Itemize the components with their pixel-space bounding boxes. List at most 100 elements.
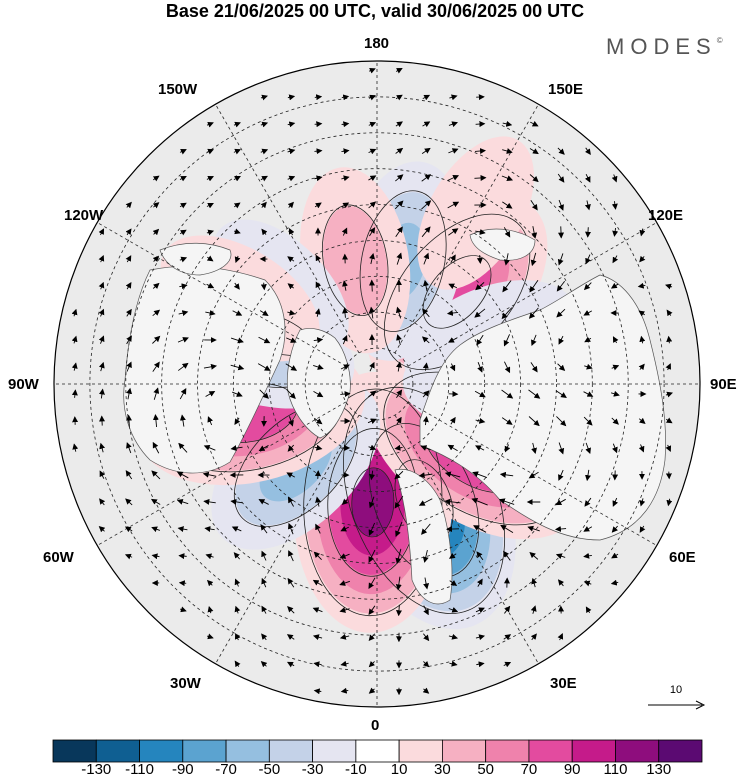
wind-vector-76: [611, 201, 618, 210]
wind-vector-402: [339, 633, 350, 640]
wind-vector-69: [421, 200, 432, 210]
wind-vector-84: [289, 228, 295, 236]
wind-vector-325: [151, 526, 161, 533]
wind-vector-172: [286, 337, 297, 343]
wind-vector-397: [207, 633, 214, 640]
wind-vector-133: [475, 282, 485, 291]
wind-vector-226: [501, 389, 514, 399]
wind-vector-405: [423, 633, 430, 642]
wind-vector-197: [340, 364, 350, 370]
anomaly-1-contour-2: [351, 467, 395, 538]
wind-vector-264: [287, 444, 295, 452]
wind-vector-27: [260, 148, 269, 155]
wind-vector-320: [612, 497, 619, 507]
wind-vector-410: [557, 633, 564, 641]
wind-vector-74: [558, 199, 564, 211]
wind-vector-280: [125, 470, 133, 480]
wind-vector-99: [125, 255, 132, 263]
anomaly-3-contour-0: [233, 403, 358, 528]
wind-vector-396: [585, 606, 592, 614]
wind-vector-0: [368, 67, 376, 74]
anomaly-6-contour-1: [422, 255, 492, 329]
wind-vector-67: [368, 201, 377, 209]
wind-vector-144: [152, 309, 161, 317]
wind-vector-194: [257, 363, 271, 371]
lon-label-90w: 90W: [8, 376, 39, 393]
colorbar-tick-label: 70: [520, 761, 538, 778]
wind-vector-290: [394, 470, 404, 480]
wind-vector-157: [501, 307, 513, 320]
wind-vector-60: [179, 202, 187, 209]
wind-vector-249: [501, 417, 513, 425]
wind-vector-386: [312, 607, 323, 613]
wind-vector-414: [313, 661, 322, 668]
wind-vector-80: [179, 229, 187, 236]
wind-vector-34: [448, 148, 459, 154]
wind-vector-155: [446, 310, 459, 316]
wind-vector-360: [555, 553, 566, 560]
wind-vector-236: [152, 414, 159, 428]
colorbar-swatch-6: [312, 739, 357, 763]
wind-vector-33: [421, 147, 431, 154]
wind-vector-239: [234, 417, 241, 426]
wind-vector-223: [422, 390, 430, 398]
wind-vector-273: [531, 442, 537, 455]
wind-vector-200: [422, 362, 429, 371]
wind-vector-265: [314, 444, 323, 451]
wind-vector-177: [421, 336, 430, 344]
wind-vector-330: [287, 522, 294, 535]
wind-vector-225: [474, 390, 486, 398]
wind-vector-251: [556, 416, 567, 427]
wind-vector-166: [126, 335, 132, 345]
wind-vector-419: [449, 660, 458, 667]
reference-vector-label: 10: [669, 684, 683, 696]
wind-vector-119: [98, 281, 105, 290]
wind-vector-246: [422, 415, 429, 426]
colorbar-swatch-12: [571, 739, 616, 763]
wind-vector-1: [395, 68, 403, 74]
wind-vector-26: [233, 148, 242, 155]
wind-vector-272: [504, 444, 511, 453]
wind-vector-283: [202, 471, 217, 478]
wind-vector-186: [666, 335, 673, 344]
wind-vector-352: [339, 553, 350, 559]
wind-vector-30: [341, 148, 350, 155]
wind-vector-393: [504, 605, 511, 614]
wind-vector-271: [475, 445, 485, 451]
wind-vector-64: [287, 201, 294, 209]
wind-vector-255: [665, 417, 673, 424]
lon-label-0: 0: [371, 717, 380, 734]
wind-vector-31: [368, 148, 377, 155]
wind-vector-195: [285, 363, 298, 371]
colorbar-swatch-10: [485, 739, 530, 763]
wind-vector-92: [503, 227, 511, 238]
wind-vector-141: [71, 308, 78, 317]
wind-vector-301: [99, 498, 106, 506]
lat-circle-40: [197, 204, 557, 564]
wind-vector-145: [178, 310, 189, 317]
wind-vector-337: [473, 525, 487, 533]
wind-vector-125: [260, 282, 267, 291]
wind-vector-362: [611, 552, 619, 559]
wind-vector-369: [312, 579, 323, 587]
wind-vector-406: [448, 633, 459, 640]
wind-vector-335: [421, 523, 431, 535]
wind-vector-361: [583, 552, 592, 559]
wind-vector-355: [422, 549, 429, 563]
wind-vector-382: [207, 605, 214, 614]
wind-vector-424: [368, 687, 376, 694]
wind-vector-348: [233, 552, 241, 560]
wind-vector-403: [368, 633, 376, 642]
lon-label-30e: 30E: [550, 675, 577, 692]
wind-vector-368: [287, 577, 295, 588]
wind-vector-36: [502, 148, 513, 154]
brand-mark: ©: [716, 36, 723, 45]
wind-vector-221: [368, 390, 377, 398]
wind-vector-421: [503, 661, 512, 668]
wind-vector-111: [450, 254, 456, 263]
wind-vector-139: [637, 282, 646, 289]
wind-vector-19: [422, 121, 431, 128]
colorbar-tick-label: -90: [171, 761, 194, 778]
wind-vector-377: [531, 577, 538, 588]
lon-label-180: 180: [364, 35, 390, 52]
